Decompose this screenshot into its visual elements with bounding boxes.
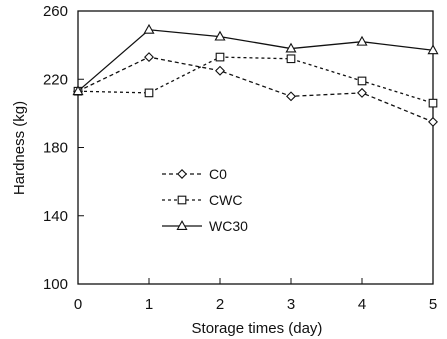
data-point-cwc	[428, 98, 438, 108]
legend: C0 CWC WC30	[162, 166, 248, 234]
data-point-cwc	[357, 76, 367, 86]
y-tick-label: 180	[43, 140, 68, 157]
legend-label-wc30: WC30	[209, 218, 248, 234]
data-point-wc30	[143, 23, 155, 34]
x-axis-label: Storage times (day)	[192, 320, 323, 337]
x-axis-ticks: 0 1 2 3 4 5	[74, 278, 437, 313]
y-tick-label: 260	[43, 3, 68, 20]
data-point-cwc	[215, 52, 225, 62]
x-tick-label: 3	[287, 296, 295, 313]
data-point-cwc	[286, 54, 296, 64]
legend-marker-c0	[177, 169, 187, 179]
data-point-wc30	[427, 44, 439, 55]
x-tick-label: 0	[74, 296, 82, 313]
y-axis-label: Hardness (kg)	[11, 101, 28, 195]
plot-frame	[77, 10, 434, 285]
legend-marker-wc30	[176, 220, 188, 230]
series-wc30	[72, 23, 439, 96]
y-tick-label: 140	[43, 208, 68, 225]
data-point-c0	[357, 87, 367, 98]
data-point-c0	[286, 91, 296, 102]
legend-marker-cwc	[177, 195, 187, 205]
series-line-cwc	[77, 56, 434, 104]
series-line-wc30	[77, 29, 434, 92]
data-point-c0	[428, 116, 438, 127]
x-tick-label: 5	[429, 296, 437, 313]
y-tick-label: 220	[43, 71, 68, 88]
series-line-c0	[77, 56, 434, 123]
y-axis-ticks: 100 140 180 220 260	[43, 3, 84, 293]
legend-label-cwc: CWC	[209, 192, 242, 208]
legend-label-c0: C0	[209, 166, 227, 182]
y-tick-label: 100	[43, 276, 68, 293]
data-point-wc30	[285, 42, 297, 53]
x-tick-label: 2	[216, 296, 224, 313]
data-point-c0	[215, 65, 225, 76]
data-point-wc30	[356, 35, 368, 46]
series-c0	[73, 52, 438, 127]
data-point-cwc	[144, 88, 154, 98]
data-point-wc30	[214, 30, 226, 41]
data-point-wc30	[72, 85, 84, 96]
series-cwc	[73, 52, 438, 108]
data-point-c0	[144, 52, 154, 63]
series-layer	[72, 23, 439, 127]
x-tick-label: 1	[145, 296, 153, 313]
plot-border	[77, 10, 434, 285]
x-tick-label: 4	[358, 296, 366, 313]
